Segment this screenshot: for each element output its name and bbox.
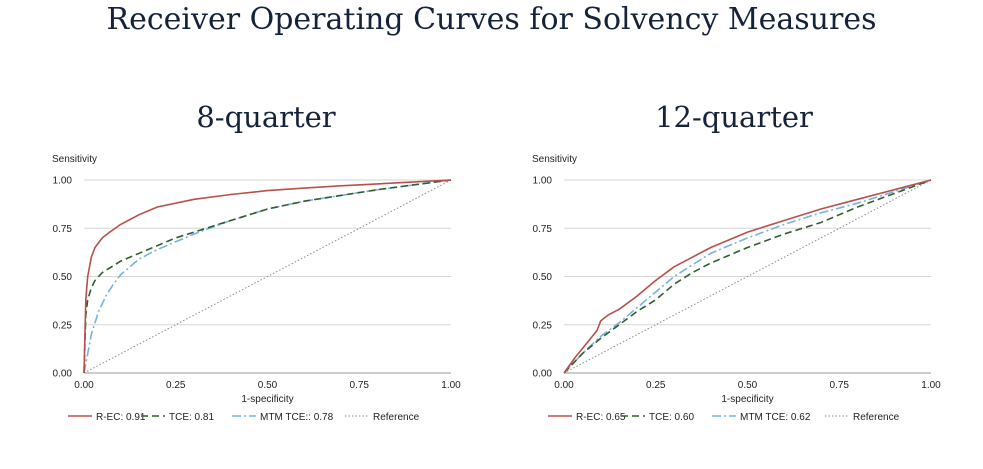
x-tick-label: 0.75 bbox=[350, 380, 370, 391]
x-tick-label: 0.25 bbox=[646, 380, 666, 391]
series-line-tce bbox=[563, 179, 932, 374]
series-line-mtm-tce bbox=[83, 179, 452, 374]
y-tick-label: 1.00 bbox=[53, 176, 73, 187]
legend-label: MTM TCE: 0.62 bbox=[740, 412, 811, 423]
legend-label: Reference bbox=[853, 412, 900, 423]
legend-label: R-EC: 0.65 bbox=[576, 412, 626, 423]
y-tick-label: 0.25 bbox=[53, 320, 73, 331]
y-tick-label: 0.00 bbox=[53, 369, 73, 380]
roc-chart-12-quarter: Sensitivity 0.00 0.25 0.50 0.75 1.00 0.00 0.25 0… bbox=[532, 154, 941, 423]
series-line-reference bbox=[83, 179, 452, 374]
series-line-reference bbox=[563, 179, 932, 374]
y-tick-label: 1.00 bbox=[533, 176, 553, 187]
y-tick-label: 0.50 bbox=[533, 272, 553, 283]
y-axis-label: Sensitivity bbox=[52, 154, 97, 165]
x-tick-label: 0.00 bbox=[554, 380, 574, 391]
y-tick-label: 0.25 bbox=[533, 320, 553, 331]
chart-title-8-quarter: 8-quarter bbox=[196, 100, 336, 134]
chart-title-12-quarter: 12-quarter bbox=[655, 100, 813, 134]
legend-label: TCE: 0.60 bbox=[649, 412, 694, 423]
series-line-tce bbox=[83, 179, 452, 374]
legend-label: Reference bbox=[373, 412, 420, 423]
x-tick-label: 1.00 bbox=[441, 380, 461, 391]
x-tick-label: 0.50 bbox=[258, 380, 278, 391]
series-line-r-ec bbox=[83, 179, 452, 374]
x-axis-label: 1-specificity bbox=[241, 394, 293, 405]
x-tick-label: 0.75 bbox=[830, 380, 850, 391]
x-tick-label: 1.00 bbox=[921, 380, 941, 391]
legend-label: MTM TCE:: 0.78 bbox=[260, 412, 334, 423]
roc-chart-8-quarter: Sensitivity 0.00 0.25 0.50 0.75 1.00 0.00 0.25 0… bbox=[52, 154, 461, 423]
y-axis-label: Sensitivity bbox=[532, 154, 577, 165]
x-tick-label: 0.25 bbox=[166, 380, 186, 391]
y-tick-label: 0.75 bbox=[533, 224, 553, 235]
page-title: Receiver Operating Curves for Solvency M… bbox=[106, 2, 877, 37]
x-tick-label: 0.50 bbox=[738, 380, 758, 391]
x-axis-label: 1-specificity bbox=[721, 394, 773, 405]
legend-label: TCE: 0.81 bbox=[169, 412, 214, 423]
y-tick-label: 0.75 bbox=[53, 224, 73, 235]
y-tick-label: 0.50 bbox=[53, 272, 73, 283]
series-line-r-ec bbox=[563, 179, 932, 374]
series-line-mtm-tce bbox=[563, 179, 932, 374]
legend-label: R-EC: 0.91 bbox=[96, 412, 146, 423]
y-tick-label: 0.00 bbox=[533, 369, 553, 380]
x-tick-label: 0.00 bbox=[74, 380, 94, 391]
